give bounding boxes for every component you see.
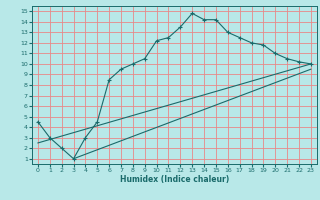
X-axis label: Humidex (Indice chaleur): Humidex (Indice chaleur) bbox=[120, 175, 229, 184]
